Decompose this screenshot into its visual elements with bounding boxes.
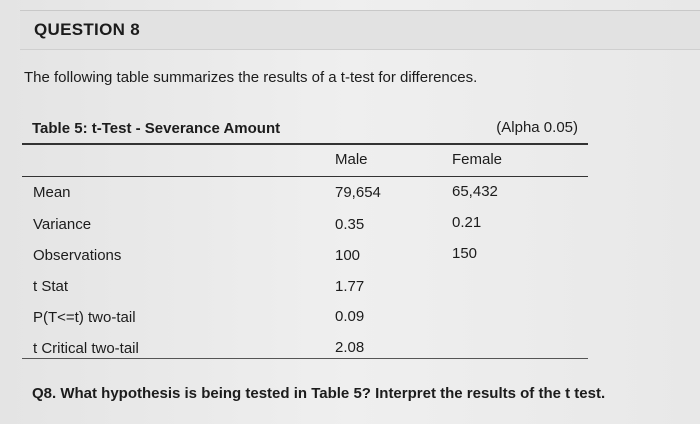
question-title: QUESTION 8 (34, 20, 140, 39)
alpha-note: (Alpha 0.05) (496, 119, 578, 136)
row-label: t Stat (33, 278, 69, 295)
table-top-rule (22, 143, 588, 145)
intro-text: The following table summarizes the resul… (24, 69, 478, 86)
row-label: Observations (33, 247, 122, 264)
cell-female: 150 (452, 245, 478, 262)
cell-female: 0.21 (452, 214, 482, 231)
row-label: Mean (33, 184, 71, 201)
cell-male: 2.08 (335, 339, 365, 356)
cell-female: 65,432 (452, 183, 498, 200)
cell-male: 100 (335, 247, 361, 264)
cell-male: 1.77 (335, 278, 365, 295)
header-divider (20, 49, 700, 50)
column-header-female: Female (452, 151, 503, 168)
cell-male: 0.35 (335, 216, 365, 233)
table-header-rule (22, 176, 588, 177)
row-label: Variance (33, 216, 92, 233)
column-header-male: Male (335, 151, 368, 168)
row-label: t Critical two-tail (33, 340, 139, 357)
table-bottom-rule (22, 358, 588, 359)
question-header (20, 11, 700, 49)
cell-male: 0.09 (335, 308, 365, 325)
top-divider (20, 10, 700, 11)
question-prompt: Q8. What hypothesis is being tested in T… (32, 385, 606, 402)
table-title: Table 5: t-Test - Severance Amount (32, 120, 281, 137)
row-label: P(T<=t) two-tail (33, 309, 136, 326)
cell-male: 79,654 (335, 184, 381, 201)
